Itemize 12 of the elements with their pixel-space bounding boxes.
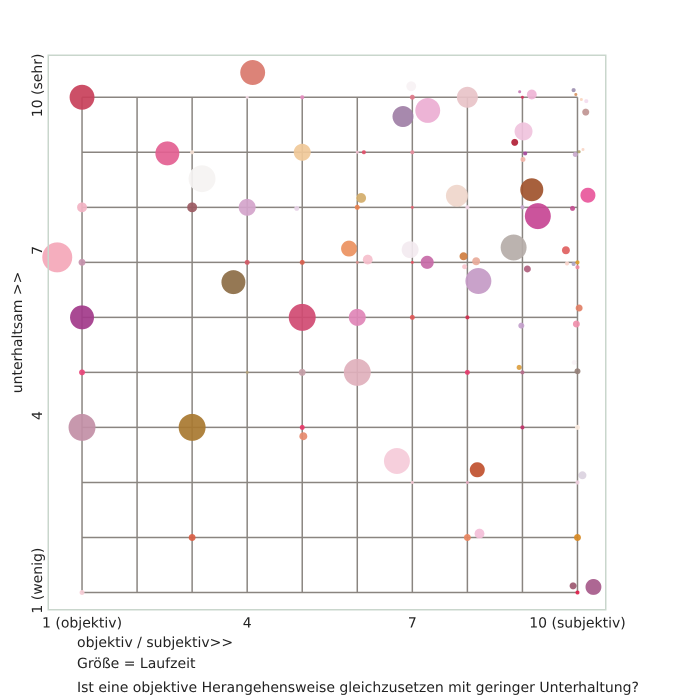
y-tick-label: 4 [30,410,46,420]
x-tick-label: 7 [408,615,417,632]
text: Ist eine objektive Herangehensweise gleichzusetzen mit geringer Unterhaltung? [77,680,639,696]
y-tick-label: 10 (sehr) [30,54,46,118]
x-tick-label: 4 [242,615,252,632]
text: Größe = Laufzeit [77,656,196,672]
x-tick-label: 10 (subjektiv) [529,615,626,632]
y-tick-label: 1 (wenig) [30,548,46,614]
x-tick-label: 1 (objektiv) [42,615,122,632]
y-tick-label: 7 [30,246,46,255]
y-axis-title: unterhaltsam >> [10,272,26,394]
x-axis-title: objektiv / subjektiv>> [77,635,234,651]
